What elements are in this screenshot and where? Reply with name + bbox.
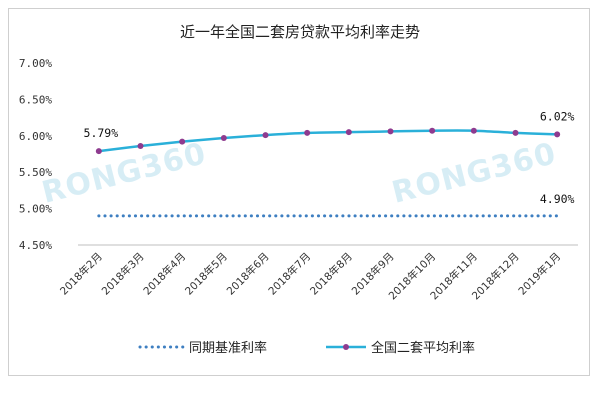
data-label: 6.02%: [540, 109, 575, 123]
legend-label-average: 全国二套平均利率: [371, 340, 475, 356]
data-point: [179, 138, 186, 145]
data-point: [345, 129, 352, 136]
x-tick-label: 2018年8月: [307, 250, 355, 298]
chart-frame: [8, 8, 590, 376]
data-point: [387, 128, 394, 135]
data-point: [554, 131, 561, 138]
x-tick-label: 2019年1月: [516, 250, 564, 298]
x-tick-label: 2018年3月: [99, 250, 147, 298]
series-line-average: [98, 129, 558, 153]
x-tick-label: 2018年4月: [141, 250, 189, 298]
legend-marker-average: [343, 344, 349, 350]
data-point: [262, 132, 269, 139]
data-point: [137, 142, 144, 149]
data-point: [512, 129, 519, 136]
data-point: [95, 148, 102, 155]
x-tick-label: 2018年2月: [57, 250, 105, 298]
y-tick-label: 5.00%: [19, 203, 52, 216]
data-point: [304, 129, 311, 136]
x-tick-label: 2018年7月: [266, 250, 314, 298]
y-tick-label: 7.00%: [19, 57, 52, 70]
x-tick-label: 2018年5月: [182, 250, 230, 298]
data-label: 5.79%: [84, 126, 119, 140]
data-point: [470, 127, 477, 134]
chart-title: 近一年全国二套房贷款平均利率走势: [180, 23, 420, 41]
data-label: 4.90%: [540, 192, 575, 206]
x-tick-label: 2018年6月: [224, 250, 272, 298]
data-point: [220, 134, 227, 141]
watermark-1: RONG360: [388, 136, 559, 211]
y-tick-label: 5.50%: [19, 166, 52, 179]
y-tick-label: 4.50%: [19, 239, 52, 252]
legend-label-benchmark: 同期基准利率: [189, 340, 267, 356]
data-point: [429, 127, 436, 134]
y-tick-label: 6.00%: [19, 130, 52, 143]
y-tick-label: 6.50%: [19, 93, 52, 106]
